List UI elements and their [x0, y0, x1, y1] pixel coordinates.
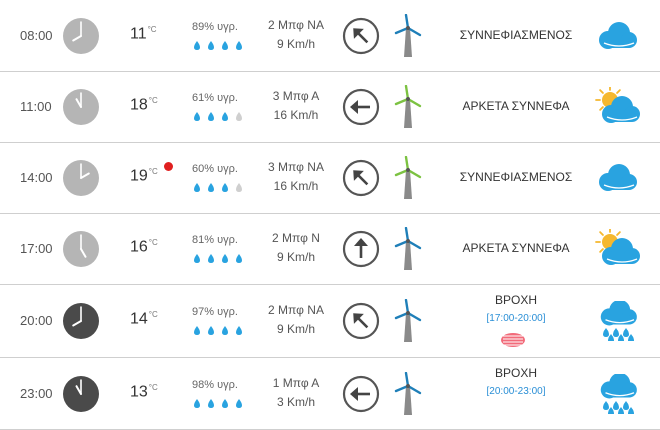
forecast-time: 23:00 — [20, 385, 53, 401]
condition-label: ΒΡΟΧΗ — [494, 293, 537, 307]
partly-cloudy-icon — [595, 229, 640, 265]
humidity-drops-icon — [194, 254, 242, 263]
wind-beaufort: 3 Μπφ ΝΑ — [268, 160, 324, 174]
condition-label: ΑΡΚΕΤΑ ΣΥΝΝΕΦΑ — [462, 241, 570, 255]
wind-turbine-icon — [394, 156, 422, 199]
wind-speed: 9 Km/h — [276, 322, 315, 336]
humidity-label: 81% υγρ. — [192, 234, 238, 246]
temperature-unit: °C — [148, 96, 158, 105]
wind-turbine-icon — [394, 227, 422, 270]
humidity-drops-icon — [194, 112, 242, 121]
temperature: 13°C — [130, 383, 158, 401]
wind-direction-arrow-icon — [342, 302, 380, 340]
clock-icon — [63, 17, 99, 54]
temperature-value: 16 — [130, 238, 148, 256]
clock-icon — [63, 375, 99, 412]
temperature-value: 19 — [130, 167, 148, 185]
rain-intensity-icon — [501, 333, 525, 347]
wind-turbine-icon — [394, 371, 422, 415]
wind-beaufort: 1 Μπφ Α — [272, 375, 320, 390]
wind-turbine-icon — [394, 13, 422, 57]
humidity-drops-icon — [194, 398, 242, 408]
wind-beaufort: 2 Μπφ ΝΑ — [268, 303, 324, 317]
rain-icon — [600, 301, 637, 341]
clock-icon — [63, 89, 99, 125]
wind-speed: 16 Km/h — [273, 108, 319, 122]
wind-beaufort: 3 Μπφ Α — [272, 89, 320, 103]
temperature-unit: °C — [148, 382, 158, 392]
forecast-row: 20:00 14°C 97% υγρ. 2 Μπφ ΝΑ 9 Km/h ΒΡΟΧΗ [17:… — [0, 285, 660, 358]
temperature-unit: °C — [148, 238, 158, 247]
humidity-label: 97% υγρ. — [192, 306, 238, 318]
cloudy-icon — [599, 21, 637, 49]
forecast-time: 08:00 — [20, 27, 53, 43]
condition-label: ΒΡΟΧΗ — [494, 366, 537, 380]
clock-icon — [63, 303, 99, 339]
wind-speed: 9 Km/h — [276, 36, 315, 51]
forecast-row: 23:00 13°C 98% υγρ. 1 Μπφ Α 3 Km/h ΒΡΟΧΗ [20:0… — [0, 358, 660, 430]
humidity-drops-icon — [194, 183, 242, 192]
temperature-value: 14 — [130, 310, 148, 328]
partly-cloudy-icon — [595, 87, 640, 123]
humidity-drops-icon — [194, 326, 242, 335]
condition-label: ΣΥΝΝΕΦΙΑΣΜΕΝΟΣ — [459, 170, 573, 184]
temperature: 14°C — [130, 310, 158, 328]
temperature: 16°C — [130, 238, 158, 256]
heat-alert-dot — [164, 162, 173, 171]
forecast-row: 11:00 18°C 61% υγρ. 3 Μπφ Α 16 Km/h ΑΡΚΕΤΑ ΣΥ… — [0, 72, 660, 143]
rain-icon — [600, 373, 637, 414]
forecast-row: 17:00 16°C 81% υγρ. 2 Μπφ Ν 9 Km/h ΑΡΚΕΤΑ ΣΥΝ… — [0, 214, 660, 285]
wind-direction-arrow-icon — [342, 88, 380, 126]
temperature-unit: °C — [148, 310, 158, 319]
wind-speed: 9 Km/h — [276, 250, 315, 264]
wind-direction-arrow-icon — [342, 375, 380, 412]
temperature-unit: °C — [148, 167, 158, 176]
rain-time-range: [20:00-23:00] — [486, 386, 546, 397]
wind-speed: 16 Km/h — [273, 179, 319, 193]
wind-turbine-icon — [394, 85, 422, 128]
forecast-time: 17:00 — [20, 241, 53, 256]
forecast-time: 20:00 — [20, 313, 53, 328]
clock-icon — [63, 160, 99, 196]
forecast-time: 11:00 — [20, 99, 52, 114]
temperature-value: 18 — [130, 96, 148, 114]
temperature: 19°C — [130, 167, 158, 185]
wind-direction-arrow-icon — [342, 230, 380, 268]
rain-time-range: [17:00-20:00] — [486, 313, 546, 324]
humidity-label: 98% υγρ. — [192, 378, 238, 391]
forecast-time: 14:00 — [20, 170, 53, 185]
cloudy-icon — [599, 164, 637, 191]
temperature-unit: °C — [147, 24, 157, 34]
humidity-label: 60% υγρ. — [192, 163, 238, 175]
wind-turbine-icon — [394, 299, 422, 342]
wind-direction-arrow-icon — [342, 17, 380, 54]
condition-label: ΣΥΝΝΕΦΙΑΣΜΕΝΟΣ — [459, 27, 573, 42]
clock-icon — [63, 231, 99, 267]
forecast-row: 14:00 19°C 60% υγρ. 3 Μπφ ΝΑ 16 Km/h ΣΥΝΝΕΦΙΑ… — [0, 143, 660, 214]
wind-direction-arrow-icon — [342, 159, 380, 197]
humidity-drops-icon — [194, 40, 242, 50]
humidity-label: 89% υγρ. — [192, 20, 238, 33]
wind-beaufort: 2 Μπφ ΝΑ — [268, 17, 324, 32]
condition-label: ΑΡΚΕΤΑ ΣΥΝΝΕΦΑ — [462, 99, 570, 113]
temperature: 11°C — [130, 25, 157, 43]
forecast-row: 08:00 11°C 89% υγρ. 2 Μπφ ΝΑ 9 Km/h ΣΥΝΝΕΦΙΑΣ… — [0, 0, 660, 72]
temperature: 18°C — [130, 96, 158, 114]
wind-beaufort: 2 Μπφ Ν — [272, 231, 320, 245]
wind-speed: 3 Km/h — [276, 394, 315, 409]
humidity-label: 61% υγρ. — [192, 92, 238, 104]
temperature-value: 11 — [130, 24, 147, 42]
temperature-value: 13 — [130, 382, 148, 400]
